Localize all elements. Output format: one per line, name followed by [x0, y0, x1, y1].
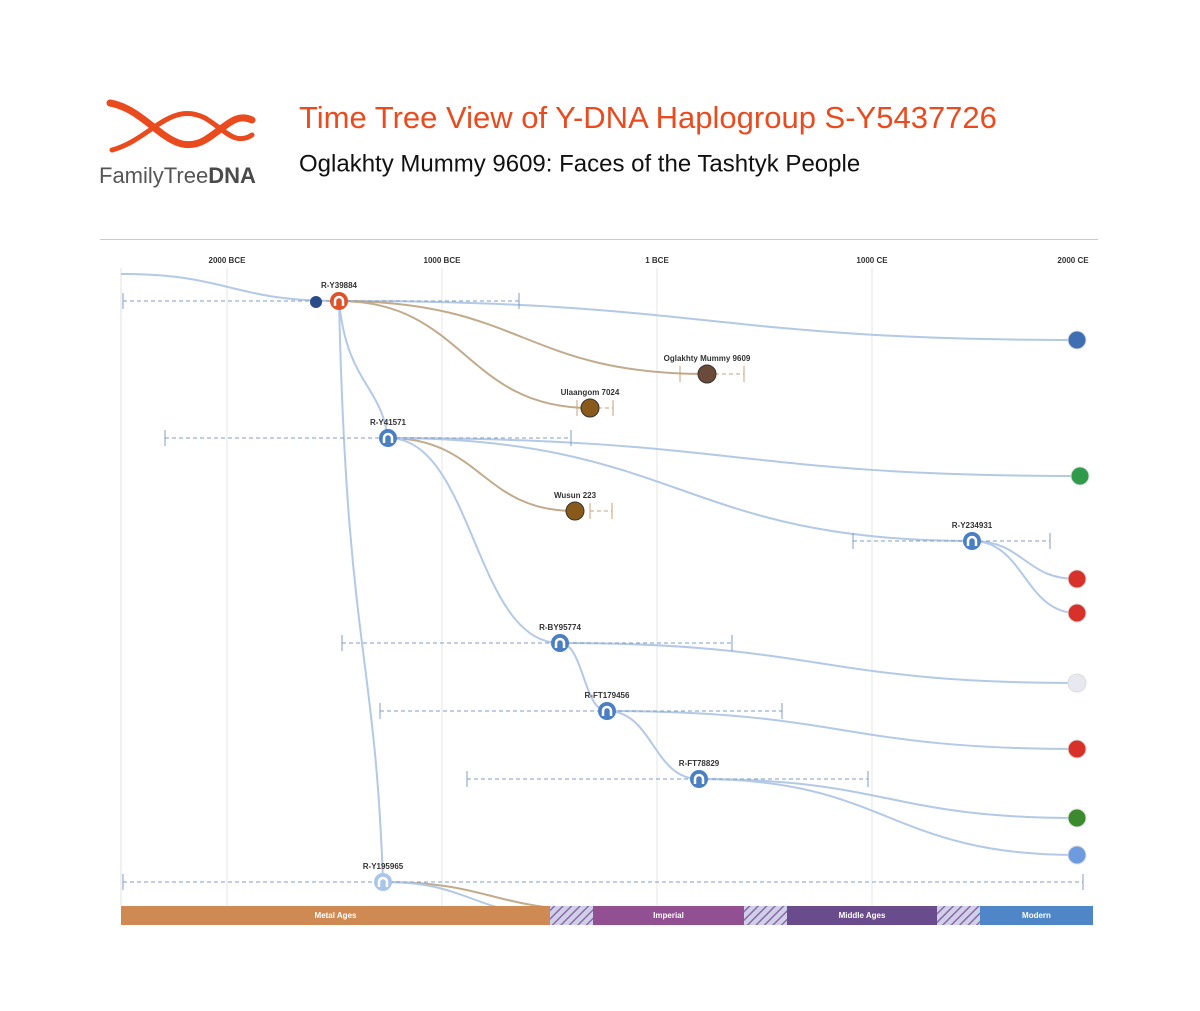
node-icon: [333, 295, 345, 306]
node-label: R-Y234931: [952, 521, 993, 530]
branch: [120, 273, 340, 302]
branch: [382, 881, 497, 906]
sample-label: Ulaangom 7024: [561, 388, 620, 397]
country-flag: [1067, 845, 1087, 865]
logo-brand: FamilyTreeDNA: [99, 163, 256, 188]
node-icon: [382, 432, 394, 443]
node-icon: [601, 705, 613, 716]
node-label: R-Y195965: [363, 862, 404, 871]
sample-label: Wusun 223: [554, 491, 597, 500]
country-flag: [1067, 603, 1087, 623]
time-tick: 2000 CE: [1057, 256, 1089, 265]
time-tree: 2000 BCE 1000 BCE 1 BCE 1000 CE 2000 CE R-Y39…: [100, 240, 1098, 906]
haplogroup-node: [374, 873, 392, 891]
time-tick: 1000 CE: [856, 256, 888, 265]
subtitle: Oglakhty Mummy 9609: Faces of the Tashty…: [299, 150, 860, 177]
branch: [606, 710, 1078, 750]
haplogroup-node: [598, 702, 616, 720]
time-tick: 1000 BCE: [424, 256, 462, 265]
logo-brand-bold: DNA: [208, 163, 256, 188]
branch: [338, 300, 1078, 341]
country-flag: [1067, 808, 1087, 828]
node-label: R-FT78829: [679, 759, 720, 768]
branch: [698, 778, 1078, 819]
collapse-button: [310, 296, 322, 308]
branch: [338, 300, 591, 409]
haplogroup-node: [379, 429, 397, 447]
country-flag: [1067, 330, 1087, 350]
country-flag: [1067, 569, 1087, 589]
era-transition: [937, 906, 980, 925]
branch: [387, 437, 1081, 477]
era-label: Metal Ages: [315, 911, 357, 920]
node-label: R-Y39884: [321, 281, 358, 290]
node-label: R-BY95774: [539, 623, 581, 632]
ancient-sample: [580, 398, 600, 418]
sample-label: Oglakhty Mummy 9609: [664, 354, 751, 363]
title: Time Tree View of Y-DNA Haplogroup S-Y54…: [299, 100, 997, 135]
logo: FamilyTreeDNA: [99, 99, 256, 188]
haplogroup-node: [330, 292, 348, 310]
branch: [338, 300, 384, 883]
node-icon: [554, 637, 566, 648]
logo-brand-text: FamilyTree: [99, 163, 208, 188]
haplogroup-node: [551, 634, 569, 652]
branch: [387, 437, 973, 542]
country-flag: [1067, 739, 1087, 759]
branch: [382, 881, 546, 906]
branch: [971, 540, 1078, 614]
era: [593, 906, 744, 925]
node-label: R-FT179456: [585, 691, 630, 700]
ancient-sample: [565, 501, 585, 521]
era-transition: [550, 906, 593, 925]
era: [121, 906, 550, 925]
branch: [606, 710, 700, 780]
era-label: Modern: [1022, 911, 1051, 920]
ancient-sample: [697, 364, 717, 384]
time-tick: 1 BCE: [645, 256, 669, 265]
branch: [559, 642, 1078, 684]
era: [787, 906, 937, 925]
branch: [698, 778, 1078, 856]
branch: [387, 437, 576, 512]
era-bar: Metal Ages Imperial Middle Ages Modern: [121, 906, 1093, 925]
haplogroup-node: [963, 532, 981, 550]
node-icon: [693, 773, 705, 784]
country-flag: [1070, 466, 1090, 486]
chart-bg: [100, 240, 1098, 906]
era-label: Middle Ages: [839, 911, 886, 920]
country-flag: [1067, 673, 1087, 693]
branch: [338, 300, 389, 439]
node-icon: [966, 535, 978, 546]
branch: [387, 437, 561, 644]
era-transition: [744, 906, 787, 925]
branch: [338, 300, 708, 375]
era: [980, 906, 1093, 925]
era-label: Imperial: [653, 911, 684, 920]
node-label: R-Y41571: [370, 418, 407, 427]
node-icon: [377, 876, 389, 887]
time-tick: 2000 BCE: [209, 256, 247, 265]
haplogroup-node: [690, 770, 708, 788]
